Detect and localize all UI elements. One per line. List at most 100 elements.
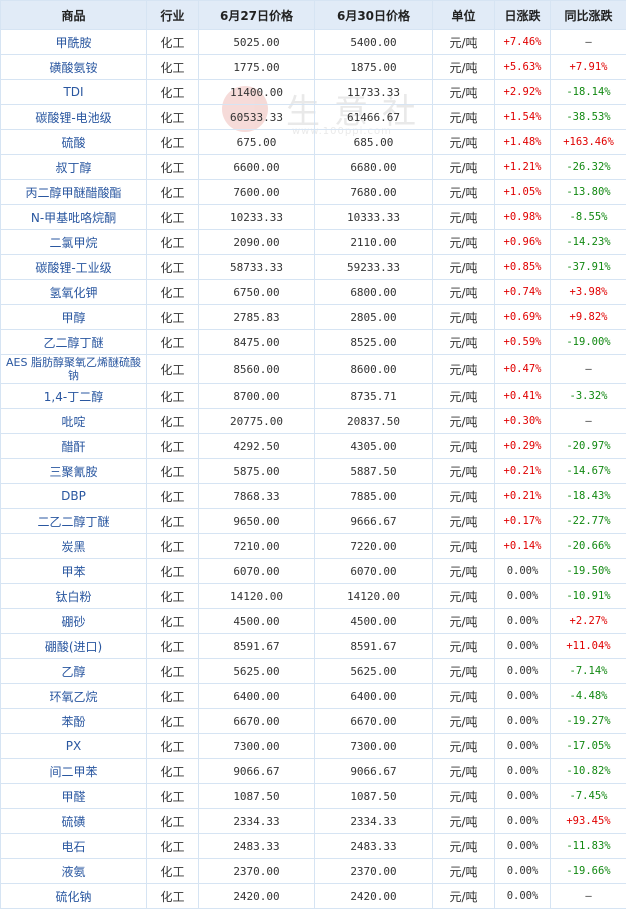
industry-cell: 化工 <box>146 383 199 409</box>
unit-cell: 元/吨 <box>432 858 495 884</box>
product-name-link[interactable]: 丙二醇甲醚醋酸酯 <box>0 179 147 205</box>
daily-change-cell: 0.00% <box>494 558 551 584</box>
table-row: 二乙二醇丁醚 化工 9650.00 9666.67 元/吨 +0.17% -22.77% <box>0 508 626 534</box>
product-name-link[interactable]: 氢氧化钾 <box>0 279 147 305</box>
product-name-link[interactable]: 炭黑 <box>0 533 147 559</box>
price-0627-cell: 8560.00 <box>198 354 315 384</box>
price-0627-cell: 1775.00 <box>198 54 315 80</box>
industry-cell: 化工 <box>146 254 199 280</box>
unit-cell: 元/吨 <box>432 608 495 634</box>
daily-change-cell: +0.41% <box>494 383 551 409</box>
product-name-link[interactable]: 钛白粉 <box>0 583 147 609</box>
price-0627-cell: 7868.33 <box>198 483 315 509</box>
product-name-link[interactable]: N-甲基吡咯烷酮 <box>0 204 147 230</box>
table-row: 硫化钠 化工 2420.00 2420.00 元/吨 0.00% — <box>0 883 626 909</box>
yoy-change-cell: +93.45% <box>550 808 626 834</box>
price-0627-cell: 5025.00 <box>198 29 315 55</box>
daily-change-cell: 0.00% <box>494 783 551 809</box>
product-name-link[interactable]: 二氯甲烷 <box>0 229 147 255</box>
industry-cell: 化工 <box>146 633 199 659</box>
header-unit: 单位 <box>432 0 495 30</box>
yoy-change-cell: -19.66% <box>550 858 626 884</box>
industry-cell: 化工 <box>146 79 199 105</box>
daily-change-cell: 0.00% <box>494 758 551 784</box>
price-0627-cell: 6600.00 <box>198 154 315 180</box>
product-name-link[interactable]: 甲苯 <box>0 558 147 584</box>
product-name-link[interactable]: AES 脂肪醇聚氧乙烯醚硫酸钠 <box>0 354 147 384</box>
product-name-link[interactable]: 三聚氰胺 <box>0 458 147 484</box>
unit-cell: 元/吨 <box>432 329 495 355</box>
unit-cell: 元/吨 <box>432 658 495 684</box>
price-0630-cell: 59233.33 <box>314 254 433 280</box>
price-0627-cell: 58733.33 <box>198 254 315 280</box>
daily-change-cell: 0.00% <box>494 808 551 834</box>
product-name-link[interactable]: 硼砂 <box>0 608 147 634</box>
product-name-link[interactable]: 硫磺 <box>0 808 147 834</box>
product-name-link[interactable]: 碳酸锂-工业级 <box>0 254 147 280</box>
yoy-change-cell: +7.91% <box>550 54 626 80</box>
product-name-link[interactable]: 电石 <box>0 833 147 859</box>
unit-cell: 元/吨 <box>432 54 495 80</box>
header-industry: 行业 <box>146 0 199 30</box>
product-name-link[interactable]: 乙二醇丁醚 <box>0 329 147 355</box>
table-row: TDI 化工 11400.00 11733.33 元/吨 +2.92% -18.14% <box>0 79 626 105</box>
product-name-link[interactable]: 甲酰胺 <box>0 29 147 55</box>
product-name-link[interactable]: 二乙二醇丁醚 <box>0 508 147 534</box>
product-name-link[interactable]: 间二甲苯 <box>0 758 147 784</box>
industry-cell: 化工 <box>146 329 199 355</box>
unit-cell: 元/吨 <box>432 833 495 859</box>
industry-cell: 化工 <box>146 408 199 434</box>
product-name-link[interactable]: 叔丁醇 <box>0 154 147 180</box>
price-0627-cell: 2420.00 <box>198 883 315 909</box>
yoy-change-cell: -22.77% <box>550 508 626 534</box>
product-name-link[interactable]: 醋酐 <box>0 433 147 459</box>
product-name-link[interactable]: 碳酸锂-电池级 <box>0 104 147 130</box>
product-name-link[interactable]: 甲醛 <box>0 783 147 809</box>
product-name-link[interactable]: 硫酸 <box>0 129 147 155</box>
price-0630-cell: 6670.00 <box>314 708 433 734</box>
product-name-link[interactable]: 甲醇 <box>0 304 147 330</box>
daily-change-cell: 0.00% <box>494 583 551 609</box>
unit-cell: 元/吨 <box>432 433 495 459</box>
product-name-link[interactable]: 硫化钠 <box>0 883 147 909</box>
yoy-change-cell: -14.67% <box>550 458 626 484</box>
product-name-link[interactable]: 硼酸(进口) <box>0 633 147 659</box>
product-name-link[interactable]: 乙醇 <box>0 658 147 684</box>
product-name-link[interactable]: 液氨 <box>0 858 147 884</box>
unit-cell: 元/吨 <box>432 483 495 509</box>
price-0627-cell: 9650.00 <box>198 508 315 534</box>
product-name-link[interactable]: 吡啶 <box>0 408 147 434</box>
yoy-change-cell: -20.97% <box>550 433 626 459</box>
header-row: 商品 行业 6月27日价格 6月30日价格 单位 日涨跌 同比涨跌 <box>0 0 626 30</box>
unit-cell: 元/吨 <box>432 408 495 434</box>
product-name-link[interactable]: TDI <box>0 79 147 105</box>
price-0630-cell: 7300.00 <box>314 733 433 759</box>
table-row: 硫磺 化工 2334.33 2334.33 元/吨 0.00% +93.45% <box>0 808 626 834</box>
product-name-link[interactable]: 磺酸氨铵 <box>0 54 147 80</box>
yoy-change-cell: -4.48% <box>550 683 626 709</box>
yoy-change-cell: -11.83% <box>550 833 626 859</box>
unit-cell: 元/吨 <box>432 29 495 55</box>
daily-change-cell: +0.47% <box>494 354 551 384</box>
price-0627-cell: 2483.33 <box>198 833 315 859</box>
table-row: 碳酸锂-工业级 化工 58733.33 59233.33 元/吨 +0.85% -37.91… <box>0 254 626 280</box>
price-0630-cell: 5887.50 <box>314 458 433 484</box>
product-name-link[interactable]: 苯酚 <box>0 708 147 734</box>
daily-change-cell: 0.00% <box>494 733 551 759</box>
price-0630-cell: 1087.50 <box>314 783 433 809</box>
price-0630-cell: 7220.00 <box>314 533 433 559</box>
daily-change-cell: +0.30% <box>494 408 551 434</box>
product-name-link[interactable]: PX <box>0 733 147 759</box>
product-name-link[interactable]: 环氧乙烷 <box>0 683 147 709</box>
yoy-change-cell: +3.98% <box>550 279 626 305</box>
yoy-change-cell: — <box>550 29 626 55</box>
unit-cell: 元/吨 <box>432 733 495 759</box>
price-0627-cell: 1087.50 <box>198 783 315 809</box>
table-row: N-甲基吡咯烷酮 化工 10233.33 10333.33 元/吨 +0.98% -8.55… <box>0 204 626 230</box>
yoy-change-cell: -19.27% <box>550 708 626 734</box>
product-name-link[interactable]: 1,4-丁二醇 <box>0 383 147 409</box>
industry-cell: 化工 <box>146 354 199 384</box>
product-name-link[interactable]: DBP <box>0 483 147 509</box>
unit-cell: 元/吨 <box>432 708 495 734</box>
unit-cell: 元/吨 <box>432 383 495 409</box>
